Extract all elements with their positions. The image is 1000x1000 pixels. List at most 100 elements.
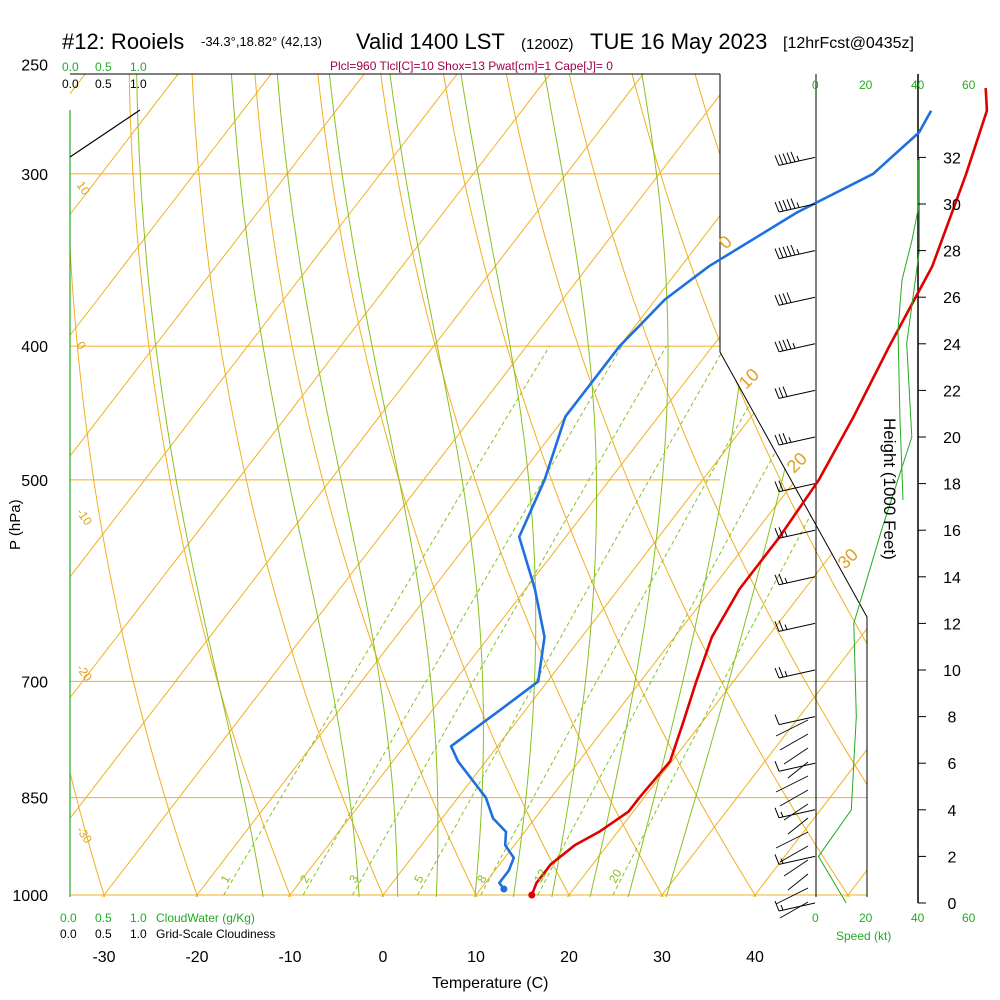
dry-adiabat-line: [437, 74, 774, 897]
grid-clip-group: [70, 40, 1000, 924]
wind-barb-flag: [774, 761, 780, 772]
wind-barb-flag: [790, 151, 796, 162]
wind-barb-flag: [782, 433, 788, 444]
wind-barb: [774, 386, 816, 399]
isotherm-line: [70, 74, 391, 897]
top-black-scale-2: 1.0: [130, 77, 147, 91]
wind-barb-staff: [778, 576, 816, 586]
height-tick-label: 30: [943, 197, 961, 214]
wind-barb-flag: [778, 480, 784, 491]
wind-barb: [774, 714, 816, 726]
height-tick-label: 2: [948, 849, 957, 866]
wind-barb-staff: [778, 203, 816, 213]
pressure-tick-label: 250: [21, 58, 48, 75]
dewpoint-line: [449, 110, 933, 890]
isotherm-line: [70, 74, 670, 897]
wind-barb-flag: [782, 153, 788, 164]
isotherm-label-left: -30: [74, 824, 96, 847]
moist-adiabat-line: [657, 74, 855, 897]
mixing-ratio-line: [537, 345, 834, 896]
isotherm-label-left: 10: [74, 179, 93, 198]
wind-barb: [774, 620, 816, 632]
mixing-ratio-line: [351, 345, 667, 896]
wind-barb-flag: [774, 434, 780, 446]
wind-barb-staff: [778, 669, 816, 679]
isotherm-line: [360, 74, 867, 897]
height-tick-label: 18: [943, 477, 961, 494]
wind-barb: [774, 338, 816, 353]
speed-tick-bottom-2: 40: [911, 911, 925, 925]
dry-adiabat-line: [995, 40, 1000, 924]
wind-barb-flag: [786, 245, 792, 257]
wind-barb-half: [780, 904, 784, 911]
top-green-scale-1: 0.5: [95, 60, 112, 74]
speed-tick-top-1: 20: [859, 78, 873, 92]
wind-barb: [774, 666, 816, 679]
isotherm-line: [639, 74, 867, 897]
wind-layer: [774, 151, 920, 919]
isotherm-label-left: -20: [74, 662, 96, 685]
wind-barb-flag: [778, 200, 784, 212]
top-green-scale-2: 1.0: [130, 60, 147, 74]
temperature-surface-point: [528, 891, 536, 899]
wind-barb-flag: [782, 293, 788, 304]
height-tick-label: 24: [943, 337, 961, 354]
wind-barb-lowlevel: [787, 873, 809, 891]
top-green-scale-0: 0.0: [62, 60, 79, 74]
speed-tick-top-0: 0: [812, 78, 819, 92]
isotherm-line: [267, 74, 867, 897]
moist-adiabat-line: [229, 74, 361, 897]
isotherm-line: [70, 74, 577, 897]
bottom-black-scale-1: 0.5: [95, 927, 112, 941]
x-tick-label: 40: [746, 949, 764, 966]
top-black-scale-0: 0.0: [62, 77, 79, 91]
temperature-line: [530, 88, 989, 896]
wind-barb-half: [784, 531, 788, 537]
mixing-ratio-label: 3: [346, 872, 362, 885]
wind-barb-flag: [786, 152, 792, 163]
moist-adiabat-line: [620, 74, 754, 897]
wind-barb: [774, 807, 816, 819]
wind-barb-flag: [774, 481, 780, 492]
wind-barb-half: [792, 343, 796, 349]
forecast-info: [12hrFcst@0435z]: [783, 35, 914, 52]
x-tick-label: -10: [278, 949, 301, 966]
wind-barb-flag: [786, 338, 792, 350]
pressure-tick-label: 850: [21, 791, 48, 808]
top-black-scale-1: 0.5: [95, 77, 112, 91]
height-tick-label: 22: [943, 383, 961, 400]
height-tick-label: 16: [943, 523, 961, 540]
isotherm-label-left: -10: [74, 506, 96, 529]
height-axis-title: Height (1000 Feet): [880, 418, 899, 560]
grid-layer: [70, 40, 1000, 924]
wind-barb-lowlevel: [779, 733, 809, 751]
wind-barb-flag: [774, 574, 780, 585]
wind-barb-lowlevel: [775, 831, 809, 849]
speed-tick-top-3: 60: [962, 78, 976, 92]
wind-barb-lowlevel: [779, 789, 809, 807]
pressure-tick-label: 1000: [12, 888, 48, 905]
wind-barb-flag: [774, 388, 780, 399]
wind-barb-lowlevel: [783, 859, 809, 877]
x-axis-title: Temperature (C): [432, 975, 548, 992]
height-tick-label: 26: [943, 290, 961, 307]
dry-adiabat-line: [190, 74, 397, 897]
wind-barb: [774, 573, 816, 586]
wind-barb-flag: [778, 433, 784, 445]
speed-tick-bottom-3: 60: [962, 911, 976, 925]
moist-adiabat-line: [583, 74, 669, 897]
bottom-green-scale-2: 1.0: [130, 911, 147, 925]
mixing-ratio-label: 20: [606, 866, 625, 885]
wind-barb: [774, 433, 816, 446]
dry-adiabat-line: [375, 74, 680, 897]
wind-barb-flag: [774, 667, 780, 679]
wind-barb-lowlevel: [779, 901, 809, 919]
moist-adiabat-line: [538, 74, 597, 897]
wind-barb-flag: [774, 854, 780, 865]
wind-barb-flag: [782, 200, 788, 211]
wind-barb-staff: [778, 343, 816, 353]
speed-tick-bottom-0: 0: [812, 911, 819, 925]
bottom-green-scale-0: 0.0: [60, 911, 77, 925]
wind-speed-profile: [817, 157, 920, 904]
cloudiness-profile: [69, 109, 141, 158]
